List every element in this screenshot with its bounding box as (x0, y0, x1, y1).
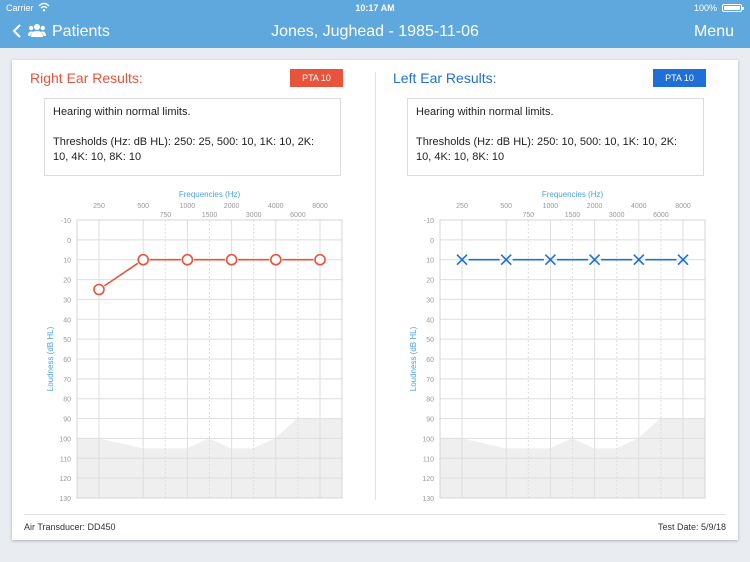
left-x-axis-title: Frequencies (Hz) (542, 190, 604, 199)
left-threshold-point (500, 254, 512, 266)
battery-percent: 100% (693, 3, 717, 13)
right-summary-thresholds: Thresholds (Hz: dB HL): 250: 25, 500: 10… (53, 136, 315, 163)
left-y-tick-label: 110 (423, 456, 434, 463)
left-y-tick-label: 80 (426, 397, 434, 404)
chevron-left-icon (12, 23, 22, 42)
right-y-tick-label: -10 (61, 218, 71, 225)
back-button[interactable]: Patients (12, 20, 110, 44)
left-y-tick-label: 60 (426, 357, 434, 364)
left-y-tick-label: 100 (422, 436, 434, 443)
right-x-minor-tick-label: 750 (159, 212, 171, 219)
footer-divider (24, 514, 726, 515)
right-y-tick-label: 20 (63, 278, 71, 285)
clock: 10:17 AM (355, 3, 395, 13)
left-x-minor-tick-label: 3000 (609, 212, 625, 219)
right-y-tick-label: 110 (60, 456, 71, 463)
right-x-axis-title: Frequencies (Hz) (179, 190, 241, 199)
right-threshold-point (137, 253, 149, 266)
left-y-tick-label: 30 (426, 297, 434, 304)
right-x-minor-tick-label: 3000 (246, 212, 262, 219)
right-x-tick-label: 2000 (224, 203, 240, 210)
right-y-tick-label: 130 (59, 496, 71, 503)
right-threshold-point (270, 253, 282, 266)
left-summary-status: Hearing within normal limits. (416, 106, 554, 118)
status-bar: Carrier 10:17 AM 100% (0, 0, 750, 16)
right-y-tick-label: 40 (63, 317, 71, 324)
left-ear-title: Left Ear Results: (393, 70, 497, 86)
right-y-axis-title: Loudness (dB HL) (46, 326, 55, 391)
right-y-tick-label: 0 (67, 238, 71, 245)
left-y-tick-label: 130 (422, 496, 434, 503)
right-x-tick-label: 500 (137, 203, 149, 210)
right-threshold-point (314, 253, 326, 266)
right-x-tick-label: 250 (93, 203, 105, 210)
right-threshold-point (181, 253, 194, 266)
column-divider (375, 72, 376, 500)
left-x-tick-label: 1000 (543, 203, 559, 210)
left-threshold-point (677, 254, 689, 266)
right-y-tick-label: 10 (63, 258, 71, 265)
left-y-tick-label: 90 (426, 417, 434, 424)
right-pta-badge: PTA 10 (290, 69, 343, 87)
right-y-tick-label: 90 (63, 417, 71, 424)
left-audiogram-chart: -10 0 10 20 30 40 50 60 70 80 90 100 110 120 130 250 500… (409, 190, 706, 503)
right-y-tick-label: 50 (63, 337, 71, 344)
results-card: Right Ear Results: PTA 10 Hearing within… (12, 60, 738, 540)
left-y-tick-label: -10 (424, 218, 434, 225)
right-ear-title: Right Ear Results: (30, 70, 143, 86)
left-pta-badge: PTA 10 (653, 69, 706, 87)
right-summary-box: Hearing within normal limits. Thresholds… (44, 98, 341, 176)
left-x-tick-label: 250 (456, 203, 468, 210)
left-x-tick-label: 8000 (675, 203, 691, 210)
test-date-label: Test Date: 5/9/18 (657, 522, 726, 532)
left-x-tick-label: 2000 (587, 203, 603, 210)
right-y-tick-label: 100 (59, 436, 71, 443)
left-x-tick-label: 500 (500, 203, 512, 210)
right-threshold-point (93, 283, 105, 296)
right-y-tick-label: 30 (63, 297, 71, 304)
left-y-tick-label: 40 (426, 317, 434, 324)
left-summary-thresholds: Thresholds (Hz: dB HL): 250: 10, 500: 10… (416, 136, 678, 163)
left-plot-border (439, 219, 706, 499)
right-x-tick-label: 8000 (312, 203, 328, 210)
transducer-label: Air Transducer: DD450 (24, 522, 116, 532)
left-threshold-point (456, 254, 468, 266)
left-y-tick-label: 0 (430, 238, 434, 245)
left-summary-box: Hearing within normal limits. Thresholds… (407, 98, 704, 176)
right-series-segment (103, 262, 139, 287)
right-y-tick-label: 80 (63, 397, 71, 404)
nav-bar: Patients Jones, Jughead - 1985-11-06 Men… (0, 16, 750, 48)
right-summary-status: Hearing within normal limits. (53, 106, 191, 118)
back-label: Patients (52, 23, 110, 40)
carrier-label: Carrier (6, 3, 34, 13)
right-threshold-point (225, 253, 238, 266)
left-threshold-point (544, 254, 556, 266)
right-x-tick-label: 4000 (268, 203, 284, 210)
right-y-tick-label: 70 (63, 377, 71, 384)
left-x-minor-tick-label: 6000 (653, 212, 669, 219)
wifi-icon (38, 1, 50, 15)
right-audiogram-chart: -10 0 10 20 30 40 50 60 70 80 90 100 110 120 130 250 500… (46, 190, 343, 503)
left-y-tick-label: 10 (426, 258, 434, 265)
left-y-tick-label: 50 (426, 337, 434, 344)
left-threshold-point (633, 254, 645, 266)
right-x-tick-label: 1000 (180, 203, 196, 210)
left-y-axis-title: Loudness (dB HL) (409, 326, 418, 391)
battery-icon (722, 4, 744, 12)
right-x-minor-tick-label: 1500 (202, 212, 218, 219)
left-x-tick-label: 4000 (631, 203, 647, 210)
right-y-tick-label: 60 (63, 357, 71, 364)
people-icon (28, 23, 46, 42)
right-y-tick-label: 120 (59, 476, 71, 483)
left-threshold-point (589, 254, 601, 266)
left-x-minor-tick-label: 1500 (565, 212, 581, 219)
left-y-tick-label: 20 (426, 278, 434, 285)
menu-button[interactable]: Menu (693, 23, 734, 40)
left-y-tick-label: 120 (422, 476, 434, 483)
left-x-minor-tick-label: 750 (522, 212, 534, 219)
right-x-minor-tick-label: 6000 (290, 212, 306, 219)
page-title: Jones, Jughead - 1985-11-06 (271, 23, 479, 40)
right-plot-border (76, 219, 343, 499)
left-y-tick-label: 70 (426, 377, 434, 384)
